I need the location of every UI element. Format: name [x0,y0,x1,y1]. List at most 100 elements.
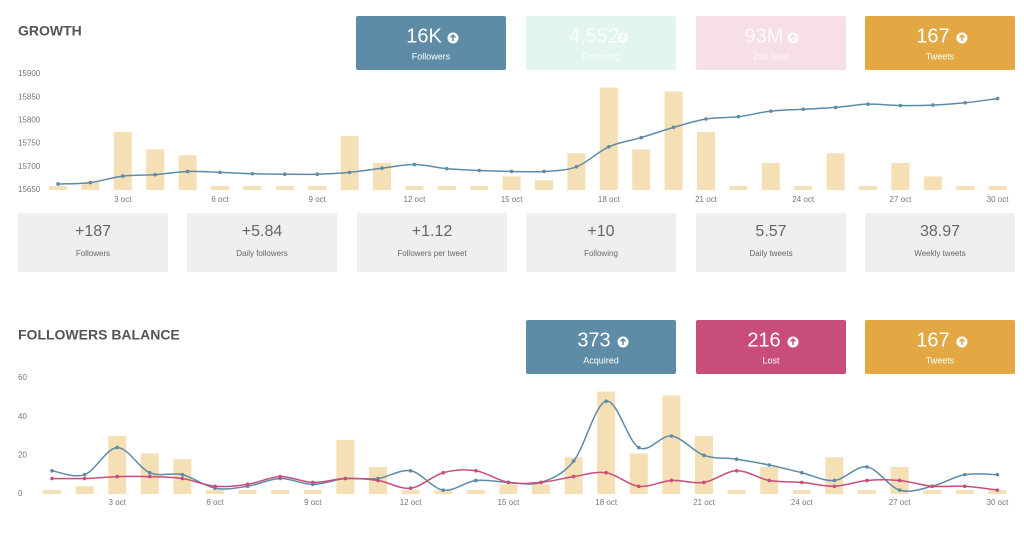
line-point [539,480,543,485]
metric-label: Followers per tweet [397,249,467,258]
x-tick-label: 3 oct [109,498,127,507]
line-point [574,165,579,169]
bar [437,186,456,190]
x-tick-label: 12 oct [404,195,427,204]
line-point [50,476,54,481]
stat-card [526,16,676,70]
line-point [115,474,119,479]
line-point [571,474,576,479]
line-point [343,476,348,481]
bar [664,91,683,190]
line-point [283,172,287,177]
line-point [800,480,804,485]
bar [988,490,1007,494]
stat-card [526,320,676,374]
line [51,469,998,491]
card-value: 216 [747,329,780,351]
bar [794,186,813,190]
metric-card [18,213,168,272]
bar [308,186,327,190]
bar [238,490,257,494]
line-point [441,470,446,475]
bar [401,490,420,494]
line-point [311,480,315,485]
x-tick-label: 21 oct [693,498,716,507]
x-tick-label: 21 oct [695,195,718,204]
line-point [833,105,838,110]
line-point [412,162,417,167]
bar [988,186,1007,190]
line-point [767,463,771,467]
line-point [898,103,903,108]
bar [275,186,294,190]
arrow-icon [789,337,797,345]
y-tick-label: 15900 [18,69,41,78]
line-point [408,469,413,473]
line-point [474,478,478,483]
line [51,400,998,492]
line-point [607,145,611,149]
bar [373,162,391,190]
line-point [669,434,674,438]
card-label: Lost [762,355,780,365]
section-title: GROWTH [18,23,82,39]
bar [662,395,681,494]
card-label: Tweets [926,355,955,365]
line-point [963,484,967,489]
line-point [865,465,869,469]
line-point [671,125,676,130]
x-tick-label: 9 oct [304,498,322,507]
metric-card [187,213,337,272]
line-point [865,478,869,483]
line-point [571,459,576,463]
stat-card [865,320,1015,374]
bar [599,87,618,190]
card-value: 373 [577,329,610,351]
bar [761,162,780,190]
metric-value: 38.97 [920,223,960,240]
bar [535,180,553,190]
metric-card [696,213,846,272]
card-label: Acquired [583,355,619,365]
metric-label: Followers [76,249,110,258]
x-tick-label: 30 oct [987,195,1010,204]
stat-card [696,320,846,374]
line-point [278,474,283,479]
x-tick-label: 3 oct [114,195,132,204]
bar [632,149,651,190]
bar [567,153,586,190]
y-tick-label: 15700 [18,162,41,171]
x-tick-label: 24 oct [792,195,815,204]
y-tick-label: 15800 [18,116,41,125]
metric-label: Daily followers [236,249,288,258]
x-tick-label: 30 oct [987,498,1010,507]
y-tick-label: 40 [18,412,27,421]
bar [729,186,748,190]
metric-card [526,213,676,272]
y-tick-label: 15650 [18,185,41,194]
line-point [995,472,1000,477]
metric-label: Daily tweets [749,249,792,258]
line-point [734,469,739,473]
card-value: 167 [916,25,949,47]
card-label: Followers [412,51,451,61]
line-point [542,169,546,174]
stat-card [696,16,846,70]
card-value: 16K [406,25,442,47]
line-point [604,470,608,475]
bar [243,186,262,190]
card-label: 2nd level [753,51,789,61]
line-point [148,474,152,479]
metric-label: Following [584,249,618,258]
line-point [897,478,902,483]
arrow-icon [789,33,797,41]
line-point [180,472,185,477]
line-point [347,170,352,175]
metric-value: +5.84 [242,223,283,240]
bar [923,490,942,494]
line-point [245,482,250,487]
line-point [702,453,706,458]
metric-card [865,213,1015,272]
bar [532,484,550,494]
card-value: 167 [916,329,949,351]
